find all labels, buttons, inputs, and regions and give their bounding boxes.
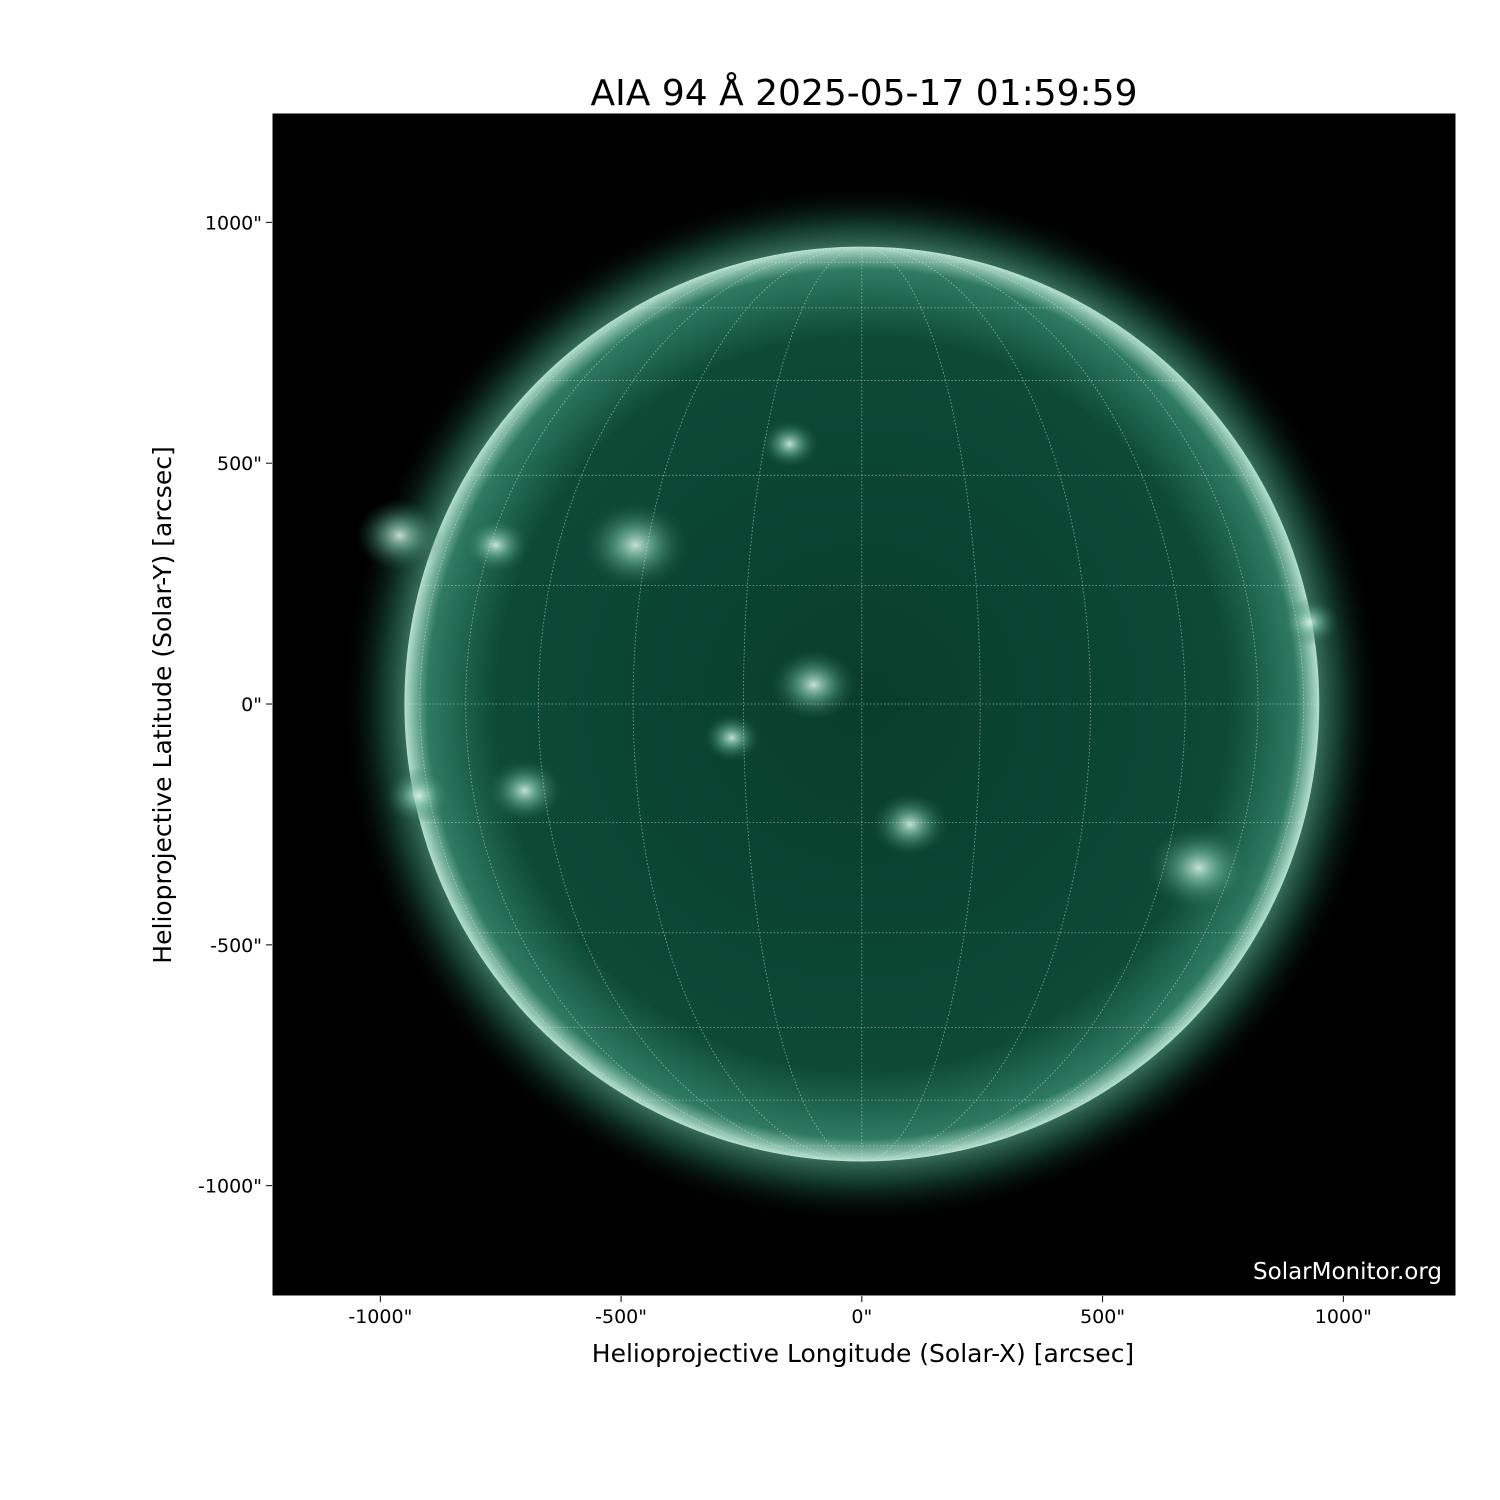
active-region (582, 501, 689, 590)
heliographic-grid (405, 247, 1319, 1161)
y-tick-label: 0" (241, 694, 262, 716)
y-axis-label: Helioprojective Latitude (Solar-Y) [arcs… (148, 446, 177, 963)
y-tick-label: -500" (210, 935, 262, 957)
active-region (1146, 823, 1252, 912)
x-tick-label: 500" (1080, 1306, 1125, 1328)
active-region (1280, 598, 1339, 647)
longitude-line (861, 247, 1091, 1161)
longitude-line (861, 247, 1186, 1161)
x-tick-label: 0" (851, 1306, 872, 1328)
x-tick-label: -500" (595, 1306, 647, 1328)
active-region (356, 499, 443, 572)
y-tick-label: 500" (217, 453, 262, 475)
active-region (462, 517, 530, 574)
x-axis-label: Helioprojective Longitude (Solar-X) [arc… (592, 1339, 1134, 1368)
longitude-line (465, 247, 862, 1161)
longitude-line (538, 247, 862, 1161)
x-tick-label: -1000" (348, 1306, 412, 1328)
longitude-line (633, 247, 862, 1161)
x-tick-label: 1000" (1315, 1306, 1372, 1328)
solar-image (340, 182, 1384, 1226)
chart-title: AIA 94 Å 2025-05-17 01:59:59 (591, 71, 1138, 114)
active-region (385, 767, 453, 824)
y-tick-label: -1000" (198, 1176, 262, 1198)
active-region (770, 648, 857, 721)
active-region (871, 792, 949, 857)
y-tick-label: 1000" (205, 212, 262, 234)
watermark: SolarMonitor.org (1253, 1259, 1442, 1285)
active-region (486, 758, 564, 823)
solar-disk (404, 246, 1320, 1162)
longitude-line (861, 247, 1258, 1161)
active-region (760, 419, 819, 468)
active-region (703, 713, 761, 762)
